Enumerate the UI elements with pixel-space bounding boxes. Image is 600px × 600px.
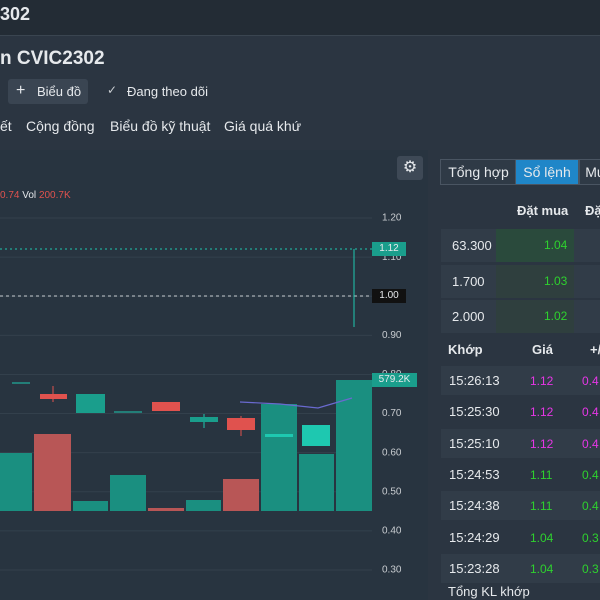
- trade-change: 0.4: [582, 436, 599, 451]
- volume-tag: 579.2K: [372, 373, 417, 387]
- chart: 1.201.101.000.900.800.700.600.500.400.30: [0, 213, 402, 576]
- y-tick-label: 0.40: [382, 526, 402, 537]
- trades-header: +/: [590, 342, 600, 357]
- trade-change: 0.3: [582, 530, 599, 545]
- ma-line: [239, 397, 353, 409]
- tab[interactable]: Biểu đồ kỹ thuật: [110, 118, 211, 134]
- book-header-ask: Đặ: [585, 203, 600, 218]
- trade-change: 0.4: [582, 499, 599, 514]
- chart-legend: 0.74 Vol 200.7K: [0, 190, 71, 201]
- y-tick-label: 0.90: [382, 330, 402, 341]
- trade-price: 1.12: [530, 436, 554, 451]
- trade-time: 15:24:38: [449, 498, 500, 514]
- last-price-tag: 1.12: [372, 242, 406, 256]
- chart-panel: [0, 150, 428, 600]
- y-tick-label: 0.30: [382, 565, 402, 576]
- candle: [76, 394, 105, 413]
- trade-row: [441, 522, 600, 552]
- trade-time: 15:25:10: [449, 435, 500, 451]
- tab[interactable]: ết: [0, 118, 12, 134]
- stock-title: n CVIC2302: [0, 48, 105, 69]
- trade-price: 1.12: [530, 374, 554, 388]
- book-volume: 1.700: [452, 273, 485, 289]
- trade-time: 15:23:28: [449, 560, 500, 576]
- chart-button-label: Biểu đồ: [37, 84, 82, 99]
- book-price: 1.03: [544, 273, 568, 288]
- book-header-bid: Đặt mua: [517, 203, 569, 218]
- plus-icon: +: [16, 82, 26, 99]
- trades-footer: Tổng KL khớp: [448, 584, 530, 599]
- candle: [227, 418, 255, 430]
- trade-change: 0.4: [582, 467, 599, 482]
- trade-time: 15:25:30: [449, 404, 500, 420]
- candle: [152, 402, 180, 411]
- volume-bar: [336, 380, 372, 511]
- legend-vol-label: Vol: [22, 190, 37, 201]
- trade-price: 1.04: [530, 530, 554, 545]
- settings-button[interactable]: ⚙: [397, 156, 423, 180]
- y-tick-label: 0.50: [382, 486, 402, 497]
- legend-close: 0.74: [0, 190, 20, 201]
- trade-price: 1.04: [530, 561, 554, 576]
- panel-tab[interactable]: Mu: [579, 159, 600, 185]
- trade-time: 15:26:13: [449, 373, 500, 388]
- volume-bar: [299, 454, 334, 511]
- candles: [12, 249, 355, 446]
- y-tick-label: 0.60: [382, 447, 402, 458]
- panel-tab[interactable]: Sổ lệnh: [515, 159, 579, 185]
- trade-price: 1.12: [530, 405, 554, 420]
- y-tick-label: 1.20: [382, 213, 402, 224]
- y-tick-label: 1.10: [382, 252, 402, 263]
- trades-header: Giá: [532, 342, 553, 357]
- book-bid-bg: [496, 300, 574, 333]
- top-bar: [0, 0, 600, 36]
- trade-price: 1.11: [530, 499, 553, 514]
- volume-bar: [73, 501, 108, 511]
- header-title: 302: [0, 4, 31, 24]
- book-price: 1.02: [544, 309, 568, 323]
- trade-row: [441, 366, 600, 395]
- trade-row: [441, 459, 600, 489]
- volume-bars: [0, 380, 372, 511]
- book-volume: 63.300: [452, 238, 492, 253]
- book-bid-bg: [496, 229, 574, 262]
- volume-bar: [148, 508, 184, 511]
- volume-bar: [0, 453, 32, 511]
- candle: [302, 425, 330, 446]
- trade-time: 15:24:53: [449, 466, 500, 482]
- panel-tab[interactable]: Tổng hợp: [440, 159, 517, 185]
- candle: [40, 394, 67, 399]
- book-bid-bg: [496, 264, 574, 298]
- volume-bar: [261, 404, 297, 511]
- ref-price-tag: 1.00: [372, 289, 406, 303]
- chart-button[interactable]: [8, 79, 88, 104]
- trade-row: [441, 397, 600, 427]
- trade-change: 0.3: [582, 561, 599, 576]
- trades-header: Khớp: [448, 342, 483, 357]
- follow-label[interactable]: Đang theo dõi: [127, 84, 208, 99]
- trade-row: [441, 553, 600, 583]
- trade-change: 0.4: [582, 374, 599, 388]
- volume-bar: [223, 479, 259, 511]
- tab[interactable]: Giá quá khứ: [224, 118, 302, 134]
- legend-vol: 200.7K: [38, 190, 71, 201]
- candle: [190, 417, 218, 422]
- trade-row: [441, 491, 600, 521]
- candle: [265, 434, 293, 437]
- book-price: 1.04: [544, 238, 568, 252]
- book-volume: 2.000: [452, 309, 485, 324]
- volume-bar: [186, 500, 221, 511]
- volume-bar: [110, 475, 146, 511]
- volume-bar: [34, 434, 71, 511]
- y-tick-label: 0.70: [382, 408, 402, 419]
- trade-time: 15:24:29: [449, 529, 500, 545]
- tab[interactable]: Cộng đồng: [26, 118, 95, 134]
- trade-row: [441, 428, 600, 458]
- check-icon: ✓: [107, 83, 118, 97]
- trade-change: 0.4: [582, 405, 599, 420]
- trade-price: 1.11: [530, 467, 553, 482]
